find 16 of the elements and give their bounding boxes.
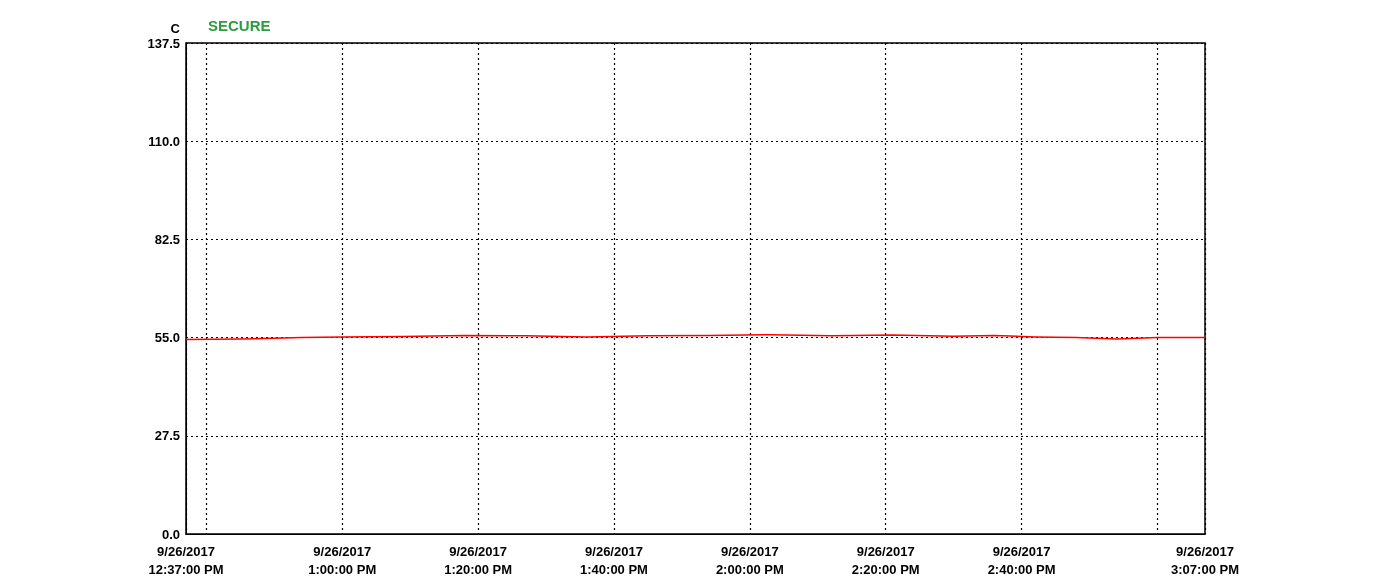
y-tick-label: 0.0 — [161, 526, 180, 542]
y-tick-label: 110.0 — [148, 133, 180, 149]
x-tick-label: 9/26/2017 2:20:00 PM — [851, 543, 920, 577]
y-tick-label: 82.5 — [154, 231, 180, 247]
x-tick-label: 9/26/2017 2:00:00 PM — [715, 543, 784, 577]
y-axis-title: C — [170, 21, 181, 36]
x-tick-label: 9/26/2017 12:37:00 PM — [148, 543, 224, 577]
y-tick-label: 55.0 — [154, 330, 180, 346]
x-tick-label: 9/26/2017 1:40:00 PM — [580, 543, 648, 577]
x-tick-label: 9/26/2017 1:00:00 PM — [308, 543, 377, 577]
x-tick-label: 9/26/2017 3:07:00 PM — [1171, 543, 1239, 577]
x-tick-label: 9/26/2017 2:40:00 PM — [987, 543, 1056, 577]
y-tick-label: 137.5 — [147, 35, 180, 51]
text: SECURE — [208, 17, 271, 34]
y-tick-label: 27.5 — [154, 428, 180, 444]
x-tick-label: 9/26/2017 1:20:00 PM — [444, 543, 513, 577]
